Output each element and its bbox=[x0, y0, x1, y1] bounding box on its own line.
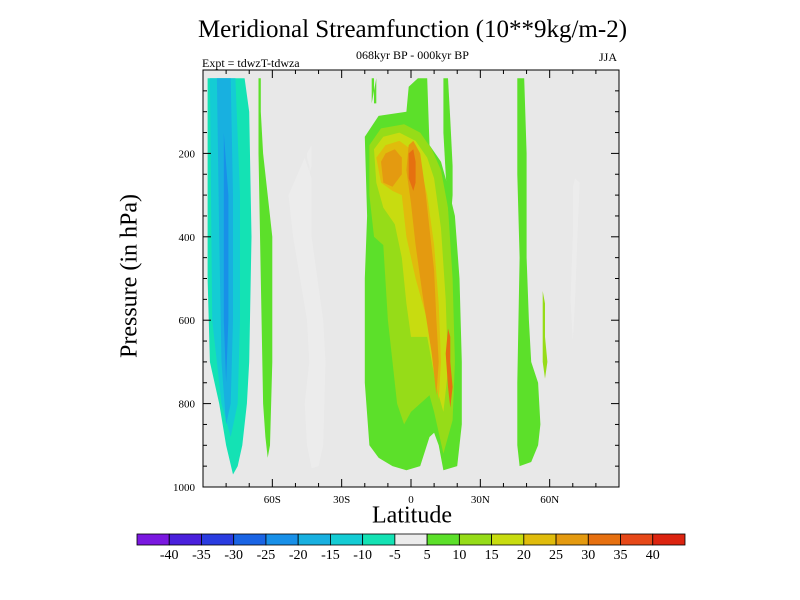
colorbar-swatch bbox=[394, 533, 428, 546]
period-label: 068kyr BP - 000kyr BP bbox=[356, 48, 469, 62]
y-tick-label: 800 bbox=[179, 399, 196, 411]
colorbar-swatch bbox=[426, 533, 460, 546]
colorbar-label: -35 bbox=[192, 548, 211, 563]
contour-region bbox=[307, 145, 312, 175]
colorbar: -40 -35 -30 -25 -20 -15 -10 -5 5 10 15 20 25 30 35 40 bbox=[136, 533, 686, 563]
colorbar-swatch bbox=[297, 533, 331, 546]
colorbar-label: -5 bbox=[389, 548, 401, 563]
axes: 200 400 600 800 1000 60S 30S 0 30N 60N bbox=[173, 69, 620, 506]
contour-region bbox=[443, 78, 453, 225]
contour-region bbox=[542, 291, 548, 379]
y-tick-label: 1000 bbox=[173, 482, 196, 494]
colorbar-swatch bbox=[265, 533, 299, 546]
colorbar-swatch bbox=[136, 533, 170, 546]
contour-region bbox=[374, 132, 448, 412]
colorbar-swatch bbox=[330, 533, 364, 546]
colorbar-swatch bbox=[201, 533, 235, 546]
contour-region bbox=[288, 157, 326, 469]
contour-region bbox=[517, 78, 541, 467]
colorbar-swatch bbox=[362, 533, 396, 546]
colorbar-label: -10 bbox=[353, 548, 372, 563]
colorbar-label: -15 bbox=[321, 548, 340, 563]
colorbar-swatch bbox=[620, 533, 654, 546]
colorbar-label: 5 bbox=[424, 548, 431, 563]
x-tick-label: 30N bbox=[471, 494, 490, 506]
colorbar-swatch bbox=[652, 533, 686, 546]
colorbar-label: -25 bbox=[257, 548, 276, 563]
colorbar-label: 30 bbox=[581, 548, 595, 563]
colorbar-label: 25 bbox=[549, 548, 563, 563]
contour-region bbox=[258, 78, 273, 458]
contour-regions bbox=[207, 78, 580, 475]
x-tick-label: 60N bbox=[540, 494, 559, 506]
colorbar-swatch bbox=[168, 533, 202, 546]
x-tick-label: 0 bbox=[408, 494, 414, 506]
contour-region bbox=[223, 132, 229, 383]
contour-region bbox=[371, 78, 377, 104]
colorbar-swatch bbox=[555, 533, 589, 546]
y-tick-label: 200 bbox=[179, 148, 196, 160]
colorbar-label: -30 bbox=[224, 548, 243, 563]
contour-region bbox=[406, 140, 439, 396]
colorbar-swatch bbox=[523, 533, 557, 546]
contour-region bbox=[570, 178, 580, 342]
x-axis-title: Latitude bbox=[372, 502, 452, 529]
season-label: JJA bbox=[598, 50, 617, 64]
colorbar-label: -20 bbox=[289, 548, 308, 563]
experiment-label: Expt = tdwzT-tdwza bbox=[202, 56, 300, 70]
y-tick-label: 400 bbox=[179, 232, 196, 244]
colorbar-label: 35 bbox=[614, 548, 628, 563]
colorbar-label: 40 bbox=[646, 548, 660, 563]
y-tick-label: 600 bbox=[179, 315, 196, 327]
x-tick-label: 60S bbox=[264, 494, 281, 506]
colorbar-label: 20 bbox=[517, 548, 531, 563]
colorbar-swatch bbox=[233, 533, 267, 546]
colorbar-label: 10 bbox=[452, 548, 466, 563]
chart-title: Meridional Streamfunction (10**9kg/m-2) bbox=[197, 16, 628, 43]
colorbar-swatch bbox=[491, 533, 525, 546]
contour-region bbox=[381, 149, 402, 187]
colorbar-swatch bbox=[587, 533, 621, 546]
contour-region bbox=[445, 328, 453, 408]
x-tick-label: 30S bbox=[333, 494, 350, 506]
colorbar-label: 15 bbox=[485, 548, 499, 563]
colorbar-label: -40 bbox=[160, 548, 179, 563]
contour-region bbox=[408, 149, 416, 191]
colorbar-swatch bbox=[458, 533, 492, 546]
